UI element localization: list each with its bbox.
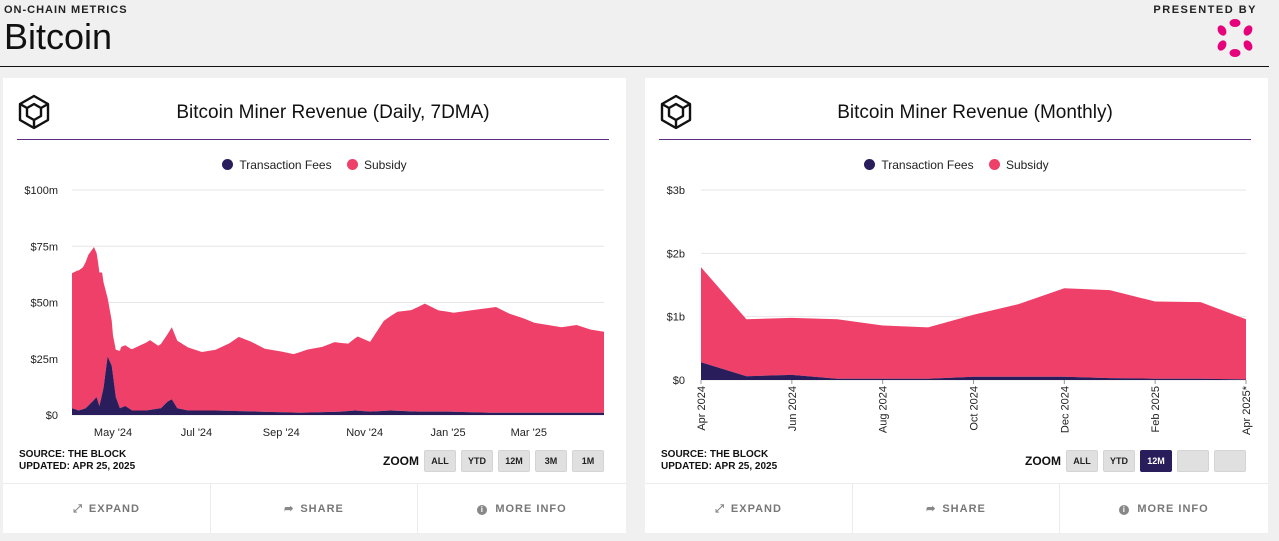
y-tick-label: $0 [46,410,58,422]
presented-by-label: PRESENTED BY [1153,4,1257,16]
expand-button[interactable]: ⤢ EXPAND [645,484,852,534]
share-button[interactable]: ➦ SHARE [852,484,1059,534]
updated-text: UPDATED: APR 25, 2025 [661,461,778,472]
zoom-button-ytd[interactable]: YTD [1103,450,1135,472]
y-tick-label: $1b [667,312,685,324]
x-tick-label: Aug 2024 [878,386,890,433]
legend-label: Transaction Fees [881,158,974,172]
zoom-button-ytd[interactable]: YTD [461,450,493,472]
section-kicker: ON-CHAIN METRICS [4,4,128,16]
source-text: SOURCE: THE BLOCK [661,449,769,460]
chart-source: SOURCE: THE BLOCK UPDATED: APR 25, 2025 [661,449,777,473]
share-button[interactable]: ➦ SHARE [210,484,417,534]
card-footer: ⤢ EXPAND ➦ SHARE i MORE INFO [645,483,1268,534]
chart-plot-area[interactable]: $0 $1b $2b $3b Apr 2024 Jun 2024 Aug 2024 Oct 2… [645,78,1268,448]
expand-icon: ⤢ [73,503,83,515]
more-info-button[interactable]: i MORE INFO [417,484,626,534]
share-label: SHARE [300,503,344,515]
legend-dot-icon [222,159,234,170]
card-header: Bitcoin Miner Revenue (Daily, 7DMA) [17,88,609,140]
y-tick-label: $3b [667,185,685,197]
zoom-label: ZOOM [383,454,419,468]
legend-item-subsidy[interactable]: Subsidy [988,158,1049,172]
x-tick-label: Apr 2025* [1241,385,1253,435]
x-tick-label: Feb 2025 [1150,386,1162,432]
x-tick-label: Jun 2024 [787,386,799,431]
y-tick-label: $100m [24,185,58,197]
zoom-controls: ZOOM ALL YTD 12M 3M 1M [3,450,626,472]
more-info-button[interactable]: i MORE INFO [1059,484,1268,534]
zoom-button-blank-4[interactable] [1214,450,1246,472]
x-tick-label: Oct 2024 [969,386,981,431]
expand-icon: ⤢ [715,503,725,515]
x-tick-label: Jan '25 [431,427,466,439]
zoom-button-1m[interactable]: 1M [572,450,604,472]
updated-text: UPDATED: APR 25, 2025 [19,461,136,472]
legend-label: Subsidy [363,158,407,172]
zoom-label: ZOOM [1025,454,1061,468]
zoom-button-blank-3[interactable] [1177,450,1209,472]
legend-item-fees[interactable]: Transaction Fees [222,158,332,172]
zoom-button-12m[interactable]: 12M [498,450,530,472]
series-area-transaction-fees[interactable] [701,362,1246,380]
expand-button[interactable]: ⤢ EXPAND [3,484,210,534]
the-block-cube-icon [18,94,50,130]
zoom-controls: ZOOM ALL YTD 12M [645,450,1268,472]
y-tick-label: $2b [667,248,685,260]
x-tick-label: Apr 2024 [696,386,708,431]
chart-source: SOURCE: THE BLOCK UPDATED: APR 25, 2025 [19,449,135,473]
legend-label: Transaction Fees [239,158,332,172]
chart-title: Bitcoin Miner Revenue (Daily, 7DMA) [176,102,490,123]
chart-title: Bitcoin Miner Revenue (Monthly) [837,102,1113,123]
expand-label: EXPAND [730,503,782,515]
source-text: SOURCE: THE BLOCK [19,449,127,460]
y-tick-label: $0 [673,375,685,387]
share-icon: ➦ [926,503,937,515]
page-header: ON-CHAIN METRICS Bitcoin PRESENTED BY [0,0,1269,67]
info-icon: i [477,505,488,515]
legend-dot-icon [988,159,1000,170]
y-tick-label: $75m [30,241,58,253]
legend-item-subsidy[interactable]: Subsidy [346,158,407,172]
x-tick-label: Dec 2024 [1059,386,1071,433]
chart-legend: Transaction Fees Subsidy [3,158,626,172]
info-icon: i [1119,505,1130,515]
zoom-button-all[interactable]: ALL [424,450,456,472]
card-header: Bitcoin Miner Revenue (Monthly) [659,88,1251,140]
chart-legend: Transaction Fees Subsidy [645,158,1268,172]
zoom-button-all[interactable]: ALL [1066,450,1098,472]
x-tick-label: Sep '24 [263,427,300,439]
more-info-label: MORE INFO [1137,503,1209,515]
more-info-label: MORE INFO [495,503,567,515]
legend-item-fees[interactable]: Transaction Fees [864,158,974,172]
chart-card-daily: Bitcoin Miner Revenue (Daily, 7DMA) Tran… [3,78,626,534]
x-tick-label: Nov '24 [346,427,383,439]
legend-dot-icon [346,159,358,170]
series-area-subsidy[interactable] [72,247,604,413]
polkadot-logo-icon[interactable] [1215,18,1255,58]
x-tick-label: Mar '25 [511,427,547,439]
zoom-button-12m[interactable]: 12M [1140,450,1172,472]
zoom-button-3m[interactable]: 3M [535,450,567,472]
x-tick-label: Jul '24 [181,427,212,439]
x-tick-label: May '24 [94,427,132,439]
card-footer: ⤢ EXPAND ➦ SHARE i MORE INFO [3,483,626,534]
chart-card-monthly: Bitcoin Miner Revenue (Monthly) Transact… [645,78,1268,534]
share-icon: ➦ [284,503,295,515]
y-tick-label: $25m [30,354,58,366]
legend-label: Subsidy [1005,158,1049,172]
page-title: Bitcoin [4,16,113,57]
legend-dot-icon [864,159,876,170]
chart-plot-area[interactable]: $0 $25m $50m $75m $100m May '24 Jul '24 Sep '24… [3,78,626,448]
share-label: SHARE [942,503,986,515]
series-area-transaction-fees[interactable] [72,356,604,416]
series-area-subsidy[interactable] [701,267,1246,380]
y-tick-label: $50m [30,298,58,310]
expand-label: EXPAND [88,503,140,515]
the-block-cube-icon [660,94,692,130]
